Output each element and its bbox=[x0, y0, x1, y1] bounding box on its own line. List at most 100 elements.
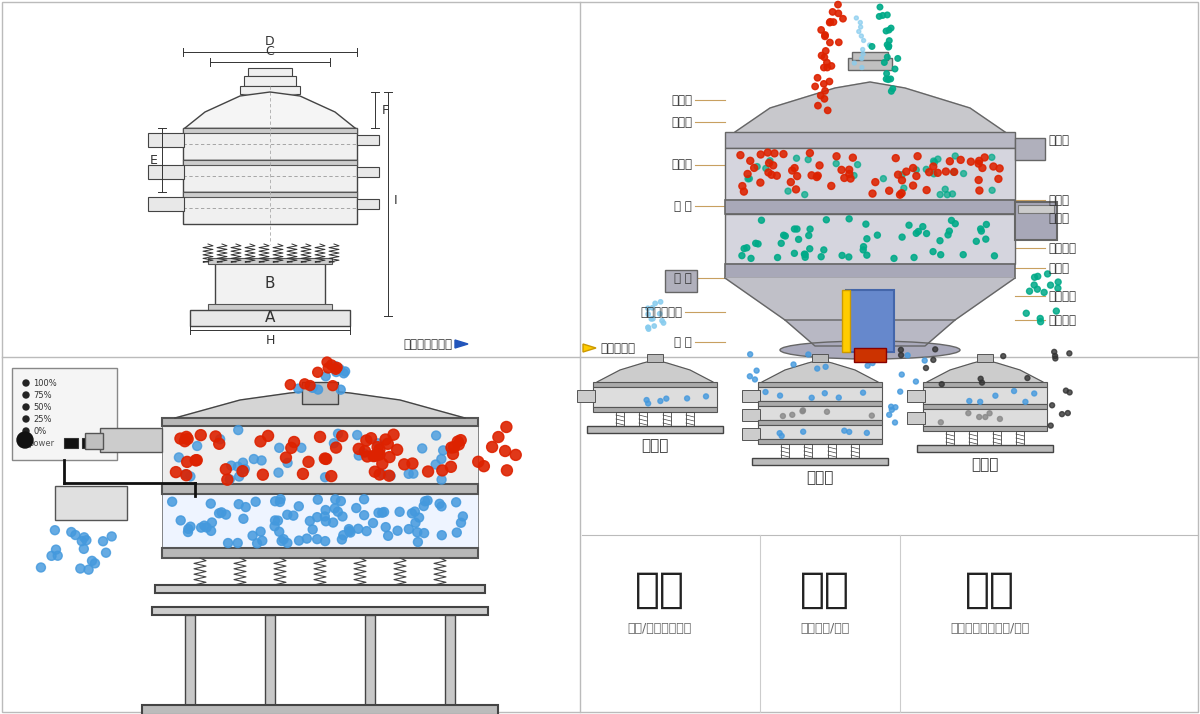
Circle shape bbox=[935, 169, 941, 176]
Circle shape bbox=[937, 238, 943, 243]
Circle shape bbox=[1052, 353, 1057, 358]
Circle shape bbox=[283, 511, 292, 519]
Circle shape bbox=[181, 470, 192, 481]
Circle shape bbox=[276, 495, 286, 503]
Bar bbox=[162, 494, 478, 548]
Polygon shape bbox=[598, 360, 713, 382]
Circle shape bbox=[360, 495, 368, 504]
Polygon shape bbox=[785, 320, 955, 346]
Bar bbox=[812, 354, 828, 362]
Circle shape bbox=[779, 241, 785, 246]
Circle shape bbox=[649, 317, 654, 321]
Circle shape bbox=[877, 4, 883, 10]
Circle shape bbox=[510, 449, 521, 461]
Text: 25%: 25% bbox=[34, 415, 52, 423]
Circle shape bbox=[331, 495, 340, 504]
Circle shape bbox=[322, 506, 330, 515]
Circle shape bbox=[270, 516, 280, 525]
Circle shape bbox=[174, 453, 184, 462]
Circle shape bbox=[752, 377, 757, 382]
Circle shape bbox=[251, 497, 260, 506]
Circle shape bbox=[374, 444, 385, 455]
Circle shape bbox=[893, 405, 898, 410]
Circle shape bbox=[1032, 274, 1038, 281]
Circle shape bbox=[424, 496, 432, 505]
Circle shape bbox=[893, 420, 898, 425]
Circle shape bbox=[652, 324, 656, 328]
Circle shape bbox=[754, 368, 760, 373]
Bar bbox=[1018, 205, 1054, 213]
Circle shape bbox=[302, 456, 314, 468]
Circle shape bbox=[840, 16, 846, 22]
Polygon shape bbox=[583, 344, 596, 352]
Circle shape bbox=[182, 433, 193, 444]
Circle shape bbox=[822, 48, 829, 54]
Circle shape bbox=[884, 71, 889, 76]
Polygon shape bbox=[725, 278, 1015, 320]
Circle shape bbox=[281, 452, 292, 463]
Circle shape bbox=[1066, 411, 1070, 416]
Circle shape bbox=[323, 363, 334, 373]
Text: D: D bbox=[265, 35, 275, 48]
Circle shape bbox=[805, 233, 811, 238]
Circle shape bbox=[289, 511, 298, 520]
Circle shape bbox=[473, 456, 484, 467]
Circle shape bbox=[258, 536, 266, 545]
Circle shape bbox=[790, 412, 794, 417]
Circle shape bbox=[773, 172, 780, 179]
Circle shape bbox=[822, 391, 827, 396]
Circle shape bbox=[1050, 403, 1055, 408]
Circle shape bbox=[234, 500, 244, 508]
Circle shape bbox=[437, 502, 446, 511]
Circle shape bbox=[256, 436, 266, 447]
Circle shape bbox=[313, 496, 323, 504]
Circle shape bbox=[914, 153, 922, 160]
Bar bbox=[302, 382, 338, 404]
Circle shape bbox=[780, 151, 787, 158]
Circle shape bbox=[196, 430, 206, 441]
Circle shape bbox=[257, 456, 266, 465]
Circle shape bbox=[913, 231, 919, 236]
Text: 弹 簧: 弹 簧 bbox=[674, 271, 692, 284]
Circle shape bbox=[296, 443, 306, 453]
Circle shape bbox=[191, 455, 203, 466]
Circle shape bbox=[869, 413, 875, 418]
Circle shape bbox=[967, 159, 974, 165]
Circle shape bbox=[420, 497, 430, 506]
Circle shape bbox=[818, 253, 824, 260]
Circle shape bbox=[1031, 282, 1037, 288]
Circle shape bbox=[271, 497, 280, 506]
Circle shape bbox=[995, 176, 1002, 182]
Circle shape bbox=[1025, 376, 1030, 381]
Circle shape bbox=[329, 438, 338, 448]
Circle shape bbox=[937, 191, 943, 198]
Circle shape bbox=[1055, 279, 1061, 285]
Bar bbox=[917, 445, 1054, 452]
Circle shape bbox=[1032, 391, 1037, 396]
Circle shape bbox=[275, 527, 283, 536]
Circle shape bbox=[949, 191, 955, 197]
Circle shape bbox=[238, 466, 248, 477]
Circle shape bbox=[235, 472, 244, 481]
Bar bbox=[82, 438, 96, 448]
Circle shape bbox=[821, 247, 827, 253]
Circle shape bbox=[391, 444, 403, 456]
Circle shape bbox=[499, 446, 511, 456]
Circle shape bbox=[326, 360, 336, 370]
Circle shape bbox=[744, 245, 750, 251]
Circle shape bbox=[824, 64, 830, 71]
Circle shape bbox=[822, 88, 828, 94]
Circle shape bbox=[932, 347, 937, 352]
Circle shape bbox=[454, 439, 464, 450]
Circle shape bbox=[248, 531, 257, 540]
Circle shape bbox=[302, 534, 311, 543]
Circle shape bbox=[888, 25, 894, 31]
Circle shape bbox=[79, 533, 89, 542]
Circle shape bbox=[257, 469, 269, 481]
Bar bbox=[758, 382, 882, 387]
Circle shape bbox=[823, 59, 830, 66]
Circle shape bbox=[979, 380, 984, 385]
Circle shape bbox=[851, 173, 857, 178]
Bar bbox=[162, 484, 478, 494]
Circle shape bbox=[922, 358, 928, 363]
